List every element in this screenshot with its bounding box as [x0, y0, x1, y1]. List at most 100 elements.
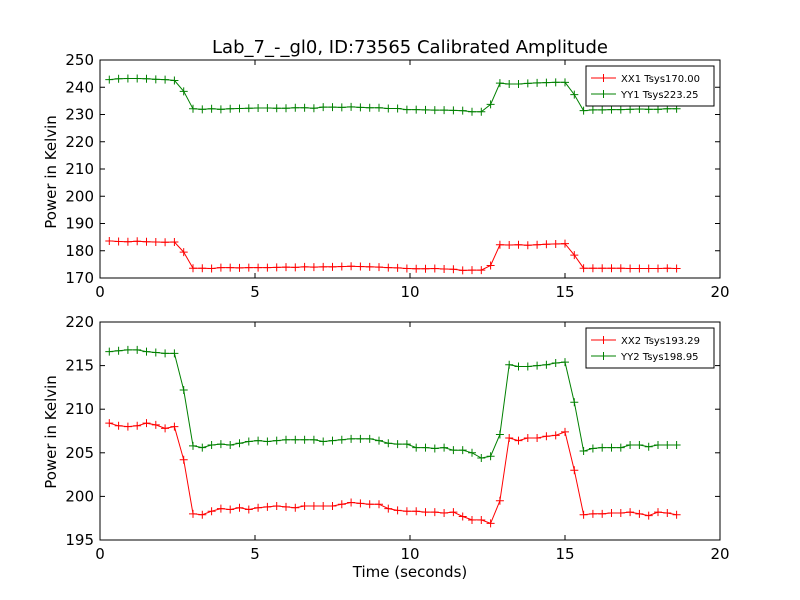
data-point [412, 507, 421, 516]
data-point [393, 263, 402, 272]
data-point [189, 104, 197, 113]
legend-marker [599, 74, 608, 82]
data-point [328, 436, 337, 445]
data-point [626, 264, 635, 273]
data-point [588, 105, 597, 114]
x-tick-label: 0 [95, 283, 105, 301]
y-tick-label: 170 [65, 269, 94, 287]
data-point [161, 424, 170, 433]
data-point [570, 251, 579, 260]
data-point [542, 432, 551, 441]
data-point [337, 103, 346, 112]
x-axis-label: Time (seconds) [352, 563, 468, 581]
legend-marker [599, 90, 608, 98]
data-point [495, 496, 504, 505]
data-point [663, 508, 672, 517]
data-point [458, 106, 467, 115]
y-tick-label: 200 [65, 187, 94, 205]
series-line [109, 422, 677, 525]
y-tick-label: 240 [65, 78, 94, 96]
data-point [402, 105, 411, 114]
data-point [654, 264, 662, 273]
data-point [579, 510, 588, 519]
data-point [430, 444, 439, 453]
data-point [468, 448, 476, 457]
data-point [309, 501, 318, 510]
data-point [477, 454, 486, 463]
legend-label: YY1 Tsys223.25 [620, 90, 699, 101]
data-point [514, 79, 523, 88]
data-point [291, 503, 300, 512]
data-point [216, 105, 225, 114]
y-axis-label: Power in Kelvin [42, 115, 60, 229]
data-point [300, 501, 309, 510]
y-tick-label: 190 [65, 215, 94, 233]
data-point [189, 509, 197, 518]
data-point [282, 104, 290, 113]
data-point [542, 240, 551, 249]
data-point [505, 360, 514, 369]
data-point [477, 515, 486, 524]
data-point [282, 263, 290, 272]
data-point [282, 435, 290, 444]
y-tick-label: 180 [65, 242, 94, 260]
data-point [254, 263, 263, 272]
data-point [449, 106, 458, 115]
data-point [384, 263, 393, 272]
x-tick-label: 5 [250, 283, 260, 301]
data-point [356, 434, 365, 443]
data-point [300, 262, 309, 271]
data-point [468, 515, 476, 524]
data-point [151, 348, 160, 357]
data-point [505, 433, 514, 442]
data-point [430, 264, 439, 273]
data-point [430, 106, 439, 115]
data-point [142, 419, 151, 428]
data-point [179, 455, 188, 464]
data-point [114, 421, 123, 430]
data-point [533, 240, 542, 249]
data-point [598, 264, 607, 273]
data-point [272, 501, 281, 510]
data-point [486, 261, 495, 270]
data-point [244, 505, 253, 514]
data-point [207, 104, 216, 113]
data-point [216, 440, 225, 449]
data-point [551, 239, 560, 248]
data-point [635, 264, 644, 273]
data-point [644, 442, 653, 451]
data-point [412, 105, 421, 114]
data-point [123, 74, 132, 83]
data-point [189, 441, 197, 450]
data-point [263, 437, 272, 446]
data-point [263, 103, 272, 112]
data-point [226, 505, 235, 514]
x-tick-label: 15 [555, 283, 574, 301]
data-point [607, 443, 616, 452]
data-point [561, 239, 569, 248]
data-point [402, 264, 411, 273]
data-point [542, 360, 551, 369]
data-point [347, 262, 356, 271]
data-point [319, 437, 328, 446]
data-point [263, 263, 272, 272]
data-point [570, 398, 579, 407]
chart-top: Lab_7_-_gl0, ID:73565 Calibrated Amplitu… [42, 37, 730, 301]
data-point [579, 264, 588, 273]
data-point [440, 106, 449, 115]
data-point [523, 241, 532, 250]
data-point [514, 362, 523, 371]
data-point [170, 422, 179, 431]
data-point [207, 440, 216, 449]
data-point [216, 263, 225, 272]
data-point [384, 504, 393, 513]
data-point [105, 75, 114, 84]
data-point [375, 500, 383, 509]
data-point [114, 346, 123, 355]
data-point [458, 512, 467, 521]
data-point [356, 262, 365, 271]
data-point [347, 498, 356, 507]
data-point [495, 430, 504, 439]
x-tick-label: 20 [710, 283, 729, 301]
data-point [616, 105, 625, 114]
